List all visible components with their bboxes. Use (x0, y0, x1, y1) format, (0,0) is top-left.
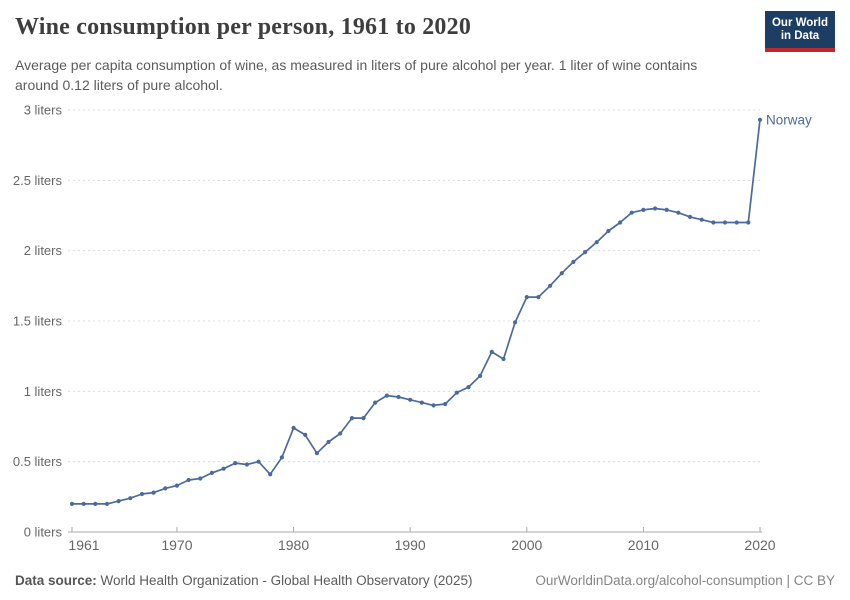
data-point-marker (338, 431, 343, 436)
data-point-marker (489, 349, 494, 354)
y-axis-tick-label: 1.5 liters (13, 314, 63, 329)
data-point-marker (734, 220, 739, 225)
data-point-marker (303, 432, 308, 437)
data-point-marker (384, 393, 389, 398)
data-point-marker (373, 400, 378, 405)
x-axis-tick-label: 1980 (278, 537, 309, 553)
data-point-marker (583, 250, 588, 255)
data-point-marker (209, 470, 214, 475)
data-point-marker (128, 496, 133, 501)
data-point-marker (291, 425, 296, 430)
chart-title: Wine consumption per person, 1961 to 202… (15, 14, 472, 40)
data-point-marker (722, 220, 728, 225)
data-point-marker (513, 320, 518, 325)
data-point-marker (104, 501, 110, 506)
data-point-marker (454, 390, 459, 395)
data-point-marker (349, 416, 354, 421)
data-point-marker (174, 483, 179, 488)
data-point-marker (478, 373, 483, 378)
y-axis-tick-label: 3 liters (24, 103, 63, 118)
x-axis-tick-label: 1961 (68, 537, 99, 553)
x-axis-tick-label: 2010 (628, 537, 659, 553)
y-axis-tick-label: 1 liters (24, 384, 63, 399)
data-point-marker (186, 477, 191, 483)
y-axis-tick-label: 0 liters (24, 525, 63, 540)
x-axis-tick-label: 2000 (511, 537, 542, 553)
data-point-marker (221, 466, 226, 471)
data-point-marker (93, 501, 98, 506)
data-point-marker (396, 394, 401, 400)
data-point-marker (629, 210, 634, 215)
data-point-marker (687, 214, 693, 219)
data-point-marker (664, 207, 669, 212)
data-point-marker (746, 220, 751, 225)
data-point-marker (314, 451, 319, 456)
data-point-marker (757, 117, 763, 122)
owid-logo-line2: in Data (780, 29, 820, 42)
data-point-marker (198, 476, 203, 481)
data-point-marker (571, 259, 576, 264)
data-point-marker (699, 217, 704, 222)
data-point-marker (69, 501, 75, 506)
data-point-marker (594, 240, 599, 245)
y-axis-tick-label: 2.5 liters (13, 173, 63, 188)
data-point-marker (139, 491, 145, 497)
data-source-label: Data source: (15, 573, 97, 588)
chart-subtitle: Average per capita consumption of wine, … (15, 57, 698, 93)
data-point-marker (641, 207, 646, 212)
data-point-marker (256, 459, 261, 464)
data-point-marker (711, 220, 716, 225)
data-point-marker (548, 283, 553, 288)
data-point-marker (676, 210, 681, 215)
data-point-marker (116, 499, 121, 504)
x-axis-tick-label: 1970 (161, 537, 192, 553)
series-label-norway[interactable]: Norway (766, 112, 812, 127)
data-point-marker (618, 220, 623, 225)
data-point-marker (653, 206, 658, 211)
data-point-marker (501, 356, 506, 362)
norway-line-series[interactable] (72, 119, 761, 505)
y-axis-tick-label: 2 liters (24, 243, 63, 258)
owid-logo-line1: Our World (771, 16, 828, 29)
credit-link[interactable]: OurWorldinData.org/alcohol-consumption |… (535, 573, 835, 588)
data-point-marker (419, 400, 424, 405)
data-point-marker (151, 490, 156, 495)
y-axis-tick-label: 0.5 liters (13, 454, 63, 469)
data-point-marker (431, 403, 436, 408)
data-point-marker (326, 439, 331, 445)
data-point-marker (163, 486, 168, 491)
data-point-marker (244, 462, 249, 467)
data-point-marker (524, 295, 529, 300)
data-point-marker (559, 271, 564, 276)
data-point-marker (536, 295, 541, 300)
chart-footer: Data source: World Health Organization -… (15, 573, 835, 588)
x-axis-tick-label: 1990 (395, 537, 426, 553)
data-point-marker (81, 501, 86, 506)
data-point-marker (466, 385, 471, 390)
owid-logo[interactable]: Our World in Data (765, 11, 835, 52)
data-point-marker (606, 228, 611, 234)
data-point-marker (443, 401, 448, 407)
data-point-marker (279, 455, 284, 460)
data-point-marker (361, 416, 366, 421)
data-point-marker (268, 472, 273, 477)
data-source-line: Data source: World Health Organization -… (15, 573, 472, 588)
data-source-text: World Health Organization - Global Healt… (96, 573, 473, 588)
data-point-marker (233, 461, 238, 466)
data-point-marker (408, 397, 413, 402)
x-axis-tick-label: 2020 (744, 537, 775, 553)
